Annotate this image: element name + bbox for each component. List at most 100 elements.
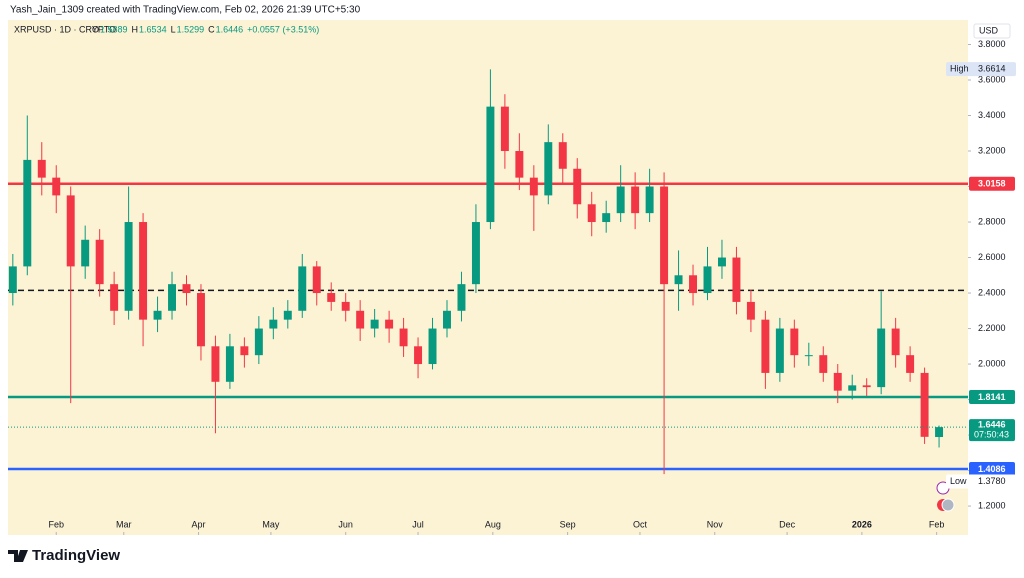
candle-body — [443, 310, 451, 329]
current-price-label: 1.6446 — [978, 420, 1006, 430]
ohlc-label: O — [92, 24, 99, 34]
ohlc-value: 1.6534 — [139, 24, 167, 34]
y-tick-label: 3.6000 — [978, 74, 1006, 84]
price-tag — [969, 176, 1015, 191]
logo-mark — [8, 550, 28, 562]
x-tick-label: Aug — [485, 519, 501, 529]
x-tick-label: Mar — [116, 519, 132, 529]
candle-body — [486, 106, 495, 223]
candle-body — [804, 355, 813, 357]
attribution: Yash_Jain_1309 created with TradingView.… — [10, 5, 361, 16]
candle-body — [95, 239, 104, 285]
change: +0.0557 (+3.51%) — [247, 24, 319, 34]
candle-body — [877, 328, 886, 388]
ohlc-label: C — [208, 24, 215, 34]
ohlc-value: 1.5889 — [100, 24, 128, 34]
event-icon[interactable] — [941, 498, 955, 512]
candle-body — [703, 266, 712, 294]
countdown: 07:50:43 — [974, 430, 1009, 440]
x-tick-label: 2026 — [852, 519, 872, 529]
candle-body — [269, 319, 278, 329]
candle-body — [544, 142, 553, 196]
candle-body — [225, 346, 234, 382]
candle-body — [689, 275, 698, 294]
candle-body — [283, 310, 292, 320]
y-tick-label: 2.4000 — [978, 287, 1006, 297]
candle-body — [23, 159, 32, 267]
x-tick-label: Apr — [192, 519, 206, 529]
candle-body — [790, 328, 799, 356]
candle-body — [935, 427, 944, 438]
candle-body — [211, 346, 220, 382]
candle-body — [66, 195, 75, 267]
x-tick-label: Sep — [560, 519, 576, 529]
y-tick-label: 3.8000 — [978, 39, 1006, 49]
extreme-name: High — [950, 63, 969, 73]
current-price-tag — [969, 419, 1015, 442]
candle-body — [471, 222, 480, 285]
candle-body — [52, 177, 61, 196]
candle-body — [891, 328, 900, 356]
candle-body — [660, 186, 669, 285]
ohlc-label: H — [132, 24, 139, 34]
extreme-name: Low — [950, 476, 967, 486]
candle-body — [775, 328, 784, 373]
candle-body — [139, 222, 148, 320]
candle-body — [631, 186, 640, 214]
candle-body — [587, 204, 596, 223]
price-tag — [969, 390, 1015, 405]
candle-body — [920, 372, 929, 437]
ohlc-label: L — [171, 24, 176, 34]
logo: TradingView — [8, 547, 120, 564]
x-tick-label: Jun — [338, 519, 353, 529]
price-tag — [969, 462, 1015, 477]
x-tick-label: Dec — [779, 519, 796, 529]
y-tick-label: 2.2000 — [978, 323, 1006, 333]
candle-body — [182, 284, 191, 294]
price-tag-label: 3.0158 — [978, 179, 1006, 189]
y-tick-label: 3.2000 — [978, 145, 1006, 155]
candle-body — [717, 257, 726, 267]
symbol: XRPUSD · 1D · CRYPTO — [14, 24, 116, 34]
candle-body — [298, 266, 307, 311]
candle-body — [428, 328, 437, 365]
candle-body — [240, 346, 249, 356]
x-tick-label: May — [262, 519, 280, 529]
candle-body — [529, 177, 538, 196]
extreme-value: 1.3780 — [978, 476, 1006, 486]
candle-body — [356, 310, 365, 329]
candle-body — [862, 385, 871, 388]
price-tag-label: 1.8141 — [978, 392, 1006, 402]
extreme-tag — [946, 62, 1016, 77]
currency[interactable]: USD — [979, 25, 999, 35]
x-tick-label: Nov — [707, 519, 724, 529]
ohlc-value: 1.6446 — [216, 24, 244, 34]
candle-body — [399, 328, 408, 347]
candle-body — [573, 168, 582, 205]
candle-body — [906, 355, 915, 373]
candle-body — [602, 213, 611, 223]
extreme-tag — [946, 474, 1016, 489]
candle-body — [819, 355, 828, 373]
candle-body — [500, 106, 509, 152]
candle-body — [761, 319, 770, 373]
y-tick-label: 1.2000 — [978, 500, 1006, 510]
currency-box[interactable] — [973, 23, 1011, 39]
y-tick-label: 2.8000 — [978, 216, 1006, 226]
candle-body — [327, 293, 336, 302]
x-tick-label: Jul — [412, 519, 424, 529]
candle-body — [414, 346, 423, 365]
price-axis — [968, 20, 1016, 535]
x-tick-label: Feb — [929, 519, 945, 529]
candle-body — [254, 328, 263, 356]
x-tick-label: Feb — [48, 519, 64, 529]
candle-body — [457, 284, 466, 311]
candle-body — [515, 151, 524, 178]
candle-body — [110, 284, 119, 311]
candle-body — [8, 266, 17, 294]
plot-background — [8, 20, 968, 535]
candle-body — [341, 301, 350, 311]
candle-body — [124, 222, 133, 311]
